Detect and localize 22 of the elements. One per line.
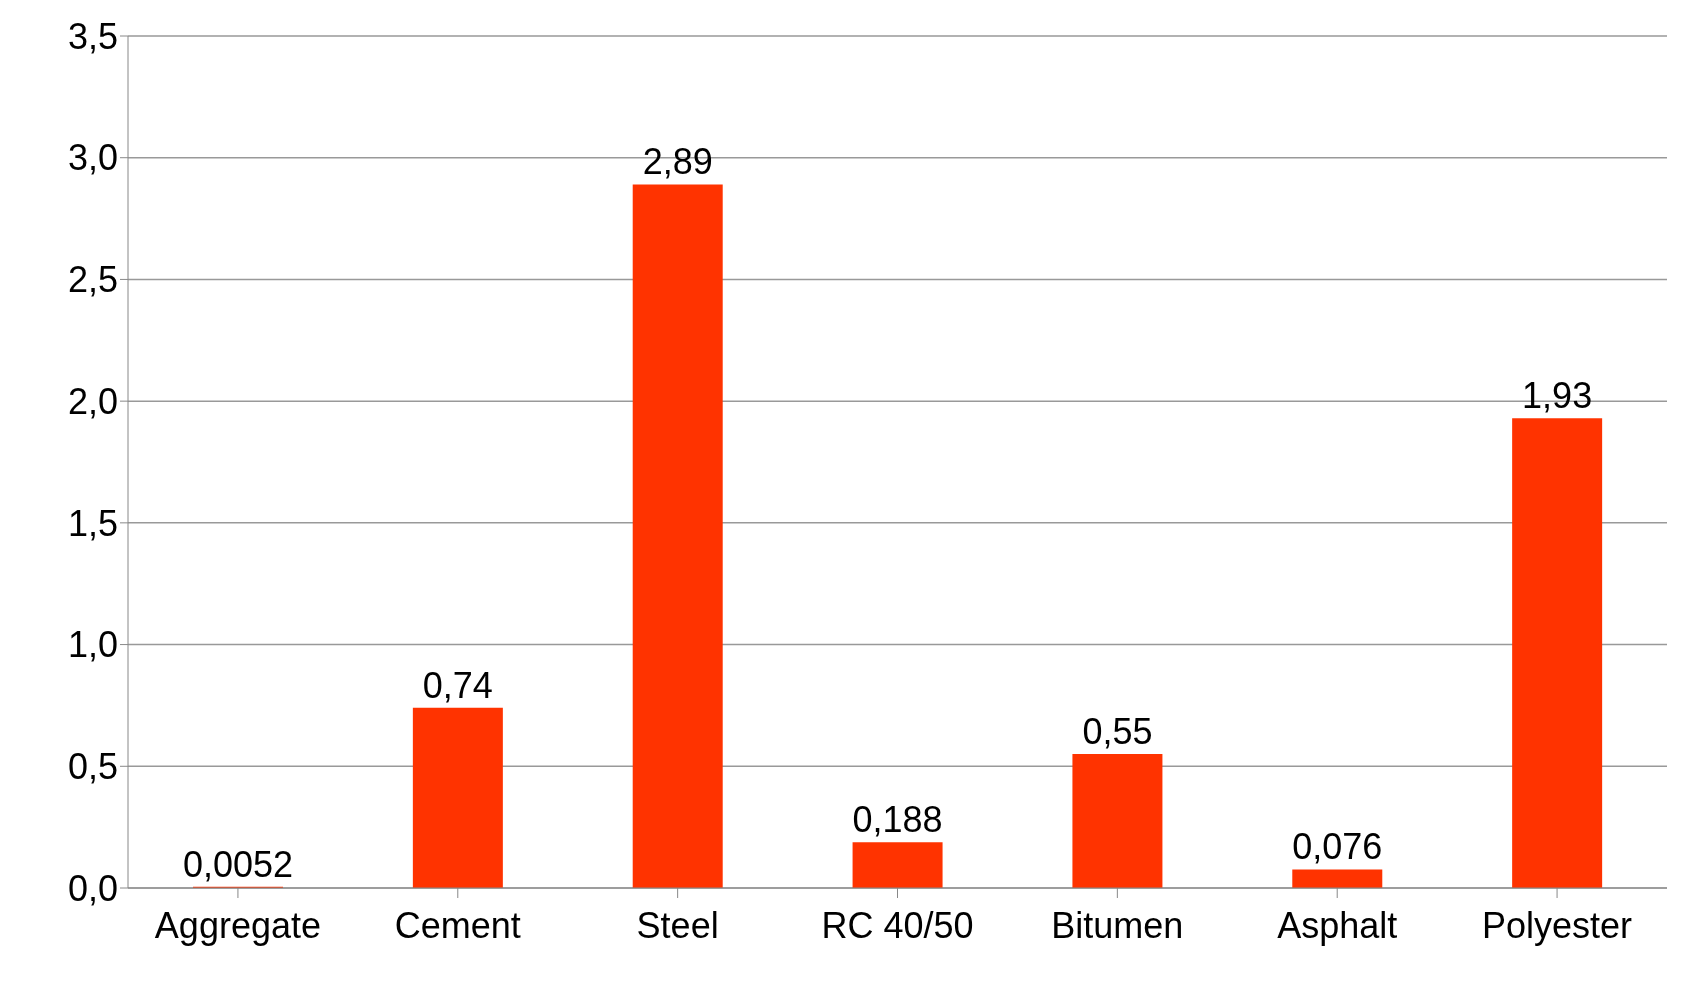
- data-label: 0,0052: [182, 843, 294, 885]
- data-label: 2,89: [642, 141, 713, 183]
- data-label: 0,74: [422, 664, 493, 706]
- y-tick-label: 2,5: [67, 259, 118, 301]
- y-tick-label: 3,0: [67, 137, 118, 179]
- y-tick-label: 1,0: [67, 624, 118, 666]
- y-tick-label: 0,0: [67, 867, 118, 909]
- data-label: 0,076: [1292, 826, 1383, 868]
- x-tick-label: Steel: [636, 904, 719, 946]
- y-tick-label: 1,5: [67, 502, 118, 544]
- y-tick-label: 3,5: [67, 15, 118, 57]
- data-label: 0,188: [852, 799, 943, 841]
- y-tick-label: 2,0: [67, 380, 118, 422]
- x-tick-label: Cement: [394, 904, 521, 946]
- x-tick-label: Bitumen: [1051, 904, 1184, 946]
- x-tick-label: Aggregate: [154, 904, 321, 946]
- x-tick-label: RC 40/50: [821, 904, 974, 946]
- data-label: 1,93: [1522, 375, 1593, 417]
- x-tick-label: Asphalt: [1277, 904, 1398, 946]
- y-tick-label: 0,5: [67, 746, 118, 788]
- data-label: 0,55: [1082, 711, 1153, 753]
- x-tick-label: Polyester: [1482, 904, 1633, 946]
